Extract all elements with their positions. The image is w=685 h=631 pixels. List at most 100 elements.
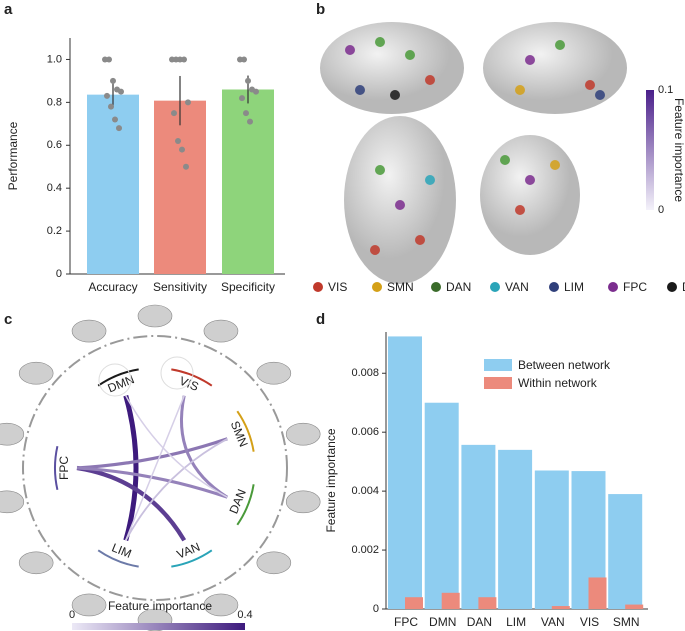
legend-label: Between network: [518, 358, 611, 372]
y-tick-label: 0.6: [47, 139, 62, 151]
legend-label: DAN: [446, 280, 471, 294]
y-tick-label: 0.2: [47, 225, 62, 237]
brain-node: [500, 155, 510, 165]
y-axis-label: Feature importance: [324, 428, 338, 532]
y-tick-label: 0.006: [351, 426, 379, 438]
colorbar-tick-label: 0.4: [237, 609, 252, 621]
data-point: [110, 77, 116, 84]
legend-label: DMN: [682, 280, 685, 294]
chord-link: [125, 395, 228, 498]
panel-letter: b: [316, 1, 325, 18]
node-arc: [97, 368, 139, 387]
legend-label: Within network: [518, 376, 598, 390]
x-tick-label: Specificity: [221, 280, 275, 294]
brain-node: [370, 245, 380, 255]
node-label: LIM: [110, 540, 134, 560]
chord-link: [125, 395, 185, 541]
chord-link: [76, 466, 228, 499]
self-loop: [160, 356, 194, 390]
data-point: [112, 116, 118, 123]
node-arc: [171, 549, 213, 568]
brain-thumb: [18, 361, 54, 385]
chord-link: [76, 465, 187, 542]
y-tick-label: 0.008: [351, 367, 379, 379]
brain-node: [405, 50, 415, 60]
node-label: DMN: [106, 372, 137, 395]
data-point: [106, 56, 112, 63]
bar: [551, 606, 570, 609]
brain-node: [345, 45, 355, 55]
brain-node: [415, 235, 425, 245]
bar: [441, 592, 460, 609]
panel-letter: c: [4, 311, 12, 328]
node-label: SMN: [228, 419, 251, 449]
x-tick-label: Sensitivity: [153, 280, 207, 294]
data-point: [183, 163, 189, 170]
brain-thumb: [0, 422, 25, 446]
brain-thumb: [71, 593, 107, 617]
data-point: [239, 95, 245, 102]
brain-node: [390, 90, 400, 100]
bar: [534, 470, 569, 609]
brain-thumb: [71, 319, 107, 343]
colorbar-label: Feature importance: [108, 599, 212, 613]
colorbar-tick-label: 0: [658, 204, 664, 216]
chord-link: [123, 395, 139, 541]
y-axis-label: Performance: [6, 121, 20, 190]
legend-swatch: [490, 282, 500, 292]
brain-thumb: [203, 319, 239, 343]
x-tick-label: Accuracy: [88, 280, 137, 294]
bar: [388, 336, 422, 609]
colorbar: [72, 623, 245, 630]
bar: [87, 94, 139, 274]
legend-swatch: [484, 377, 512, 389]
brain-thumb: [203, 593, 239, 617]
x-tick-label: VAN: [541, 615, 565, 629]
x-tick-label: LIM: [506, 615, 526, 629]
legend-label: FPC: [623, 280, 647, 294]
data-point: [108, 103, 114, 110]
colorbar-tick-label: 0: [69, 609, 75, 621]
brain-node: [515, 205, 525, 215]
bar: [625, 604, 644, 609]
x-tick-label: VIS: [580, 615, 599, 629]
panel-letter: a: [4, 1, 13, 18]
chord-link: [180, 395, 229, 499]
node-arc: [97, 549, 139, 568]
brain-renders: [320, 22, 627, 284]
self-loop: [98, 363, 132, 397]
data-point: [185, 99, 191, 106]
brain-thumb: [285, 422, 321, 446]
brain-node: [375, 165, 385, 175]
data-point: [241, 56, 247, 63]
y-tick-label: 1.0: [47, 53, 62, 65]
brain-thumb: [256, 361, 292, 385]
data-point: [181, 56, 187, 63]
data-point: [171, 110, 177, 117]
panel-letter: d: [316, 311, 325, 328]
data-point: [245, 77, 251, 84]
x-tick-label: DAN: [467, 615, 492, 629]
bar: [461, 444, 496, 609]
brain-node: [525, 175, 535, 185]
data-point: [179, 146, 185, 153]
x-tick-label: FPC: [394, 615, 418, 629]
y-tick-label: 0.4: [47, 182, 62, 194]
node-label: FPC: [57, 456, 71, 480]
colorbar: [646, 90, 654, 210]
brain-node: [395, 200, 405, 210]
legend-swatch: [549, 282, 559, 292]
brain-node: [425, 75, 435, 85]
y-tick-label: 0.002: [351, 544, 379, 556]
data-point: [243, 110, 249, 117]
legend-swatch: [667, 282, 677, 292]
legend-swatch: [313, 282, 323, 292]
node-arc: [236, 484, 255, 526]
brain-node: [595, 90, 605, 100]
brain-thumb: [0, 490, 25, 514]
colorbar-tick-label: 0.1: [658, 84, 673, 96]
brain-thumb: [285, 490, 321, 514]
bar: [478, 597, 497, 609]
data-point: [175, 137, 181, 144]
